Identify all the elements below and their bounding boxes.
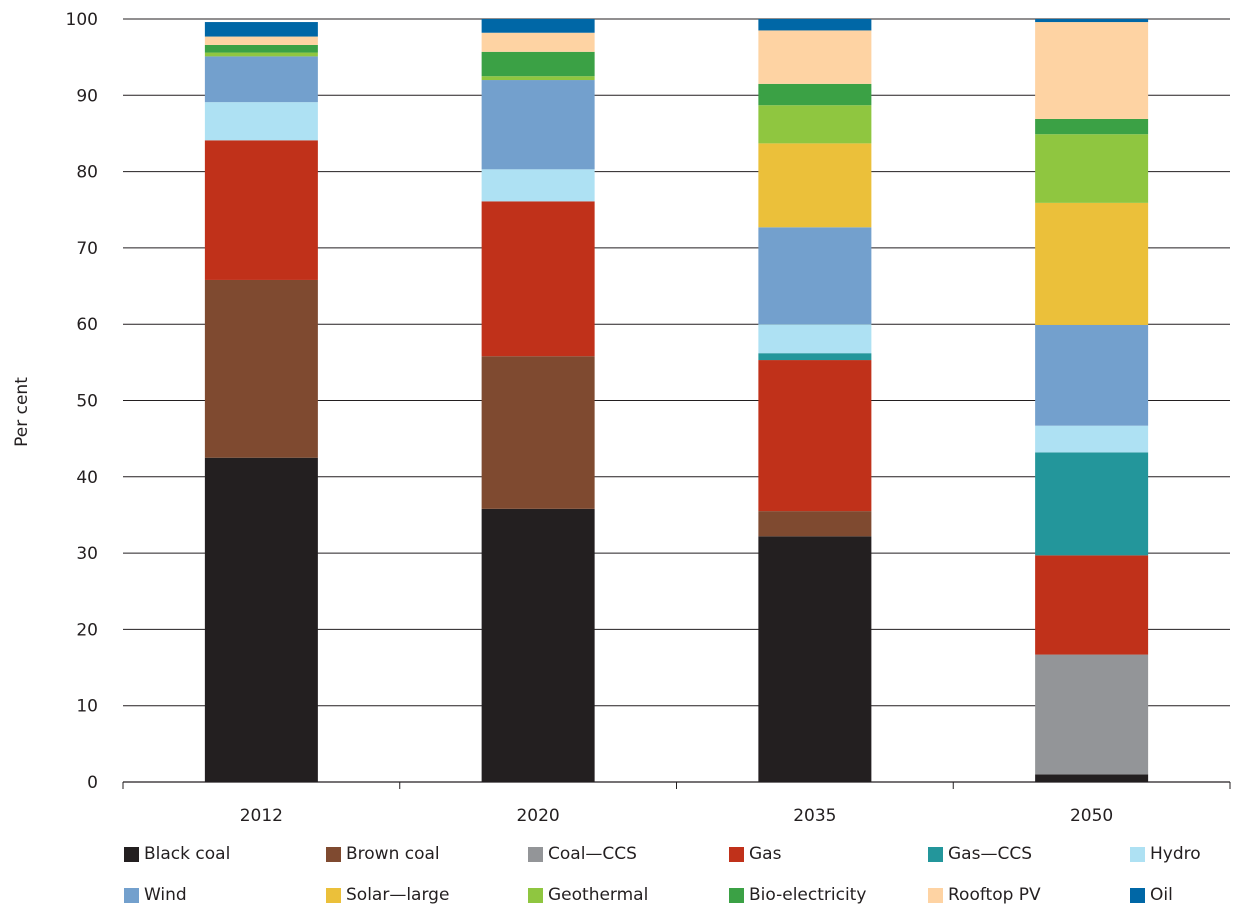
bar-segment — [758, 353, 872, 361]
bar-segment — [204, 102, 318, 141]
bar-segment — [758, 227, 872, 325]
bar-segment — [481, 51, 595, 77]
bar-segment — [481, 356, 595, 509]
bar-segment — [758, 143, 872, 228]
bar-segment — [758, 19, 872, 31]
bar-segment — [1035, 324, 1149, 426]
x-tick-label: 2012 — [240, 806, 283, 826]
bar-segment — [481, 201, 595, 357]
bar-segment — [758, 511, 872, 537]
bar-stacks — [204, 19, 1149, 782]
x-tick-labels: 2012 2020 2035 2050 — [240, 806, 1114, 826]
bar-segment — [204, 22, 318, 37]
bar-segment — [758, 360, 872, 512]
y-tick-label: 20 — [76, 620, 98, 640]
bar-segment — [204, 36, 318, 45]
bar-stack-2020 — [481, 19, 595, 782]
bar-segment — [758, 324, 872, 354]
bar-segment — [758, 30, 872, 84]
bar-segment — [1035, 774, 1149, 782]
y-tick-label: 70 — [76, 239, 98, 259]
bar-segment — [481, 169, 595, 202]
bar-stack-2012 — [204, 22, 318, 782]
y-tick-label: 60 — [76, 315, 98, 335]
y-axis-title: Per cent — [12, 377, 32, 447]
bar-segment — [1035, 202, 1149, 325]
y-tick-label: 50 — [76, 392, 98, 412]
bar-segment — [204, 44, 318, 53]
bar-segment — [1035, 134, 1149, 203]
bar-segment — [1035, 654, 1149, 775]
y-tick-label: 30 — [76, 544, 98, 564]
bar-segment — [1035, 22, 1149, 119]
bar-segment — [204, 56, 318, 103]
bar-segment — [204, 140, 318, 280]
bar-segment — [204, 52, 318, 57]
bar-segment — [481, 76, 595, 81]
y-tick-label: 10 — [76, 697, 98, 717]
bar-stack-2035 — [758, 19, 872, 782]
bar-segment — [481, 80, 595, 170]
bar-segment — [481, 32, 595, 52]
bar-segment — [1035, 425, 1149, 453]
bar-segment — [1035, 19, 1149, 23]
bar-segment — [758, 536, 872, 782]
axes — [122, 781, 1231, 789]
y-tick-labels: 0 10 20 30 40 50 60 70 80 90 100 — [66, 10, 98, 793]
y-tick-label: 40 — [76, 468, 98, 488]
x-tick-label: 2050 — [1070, 806, 1113, 826]
bar-segment — [1035, 555, 1149, 655]
bar-stack-2050 — [1035, 19, 1149, 782]
bar-segment — [204, 457, 318, 782]
bar-segment — [758, 83, 872, 106]
y-tick-label: 80 — [76, 163, 98, 183]
y-tick-label: 0 — [87, 773, 98, 793]
bar-segment — [204, 279, 318, 458]
y-tick-label: 100 — [66, 10, 98, 30]
x-tick-label: 2020 — [516, 806, 559, 826]
bar-segment — [1035, 452, 1149, 556]
y-tick-label: 90 — [76, 86, 98, 106]
bar-segment — [758, 105, 872, 144]
bar-segment — [1035, 118, 1149, 135]
x-tick-label: 2035 — [793, 806, 836, 826]
bar-segment — [481, 19, 595, 33]
bar-segment — [481, 508, 595, 782]
